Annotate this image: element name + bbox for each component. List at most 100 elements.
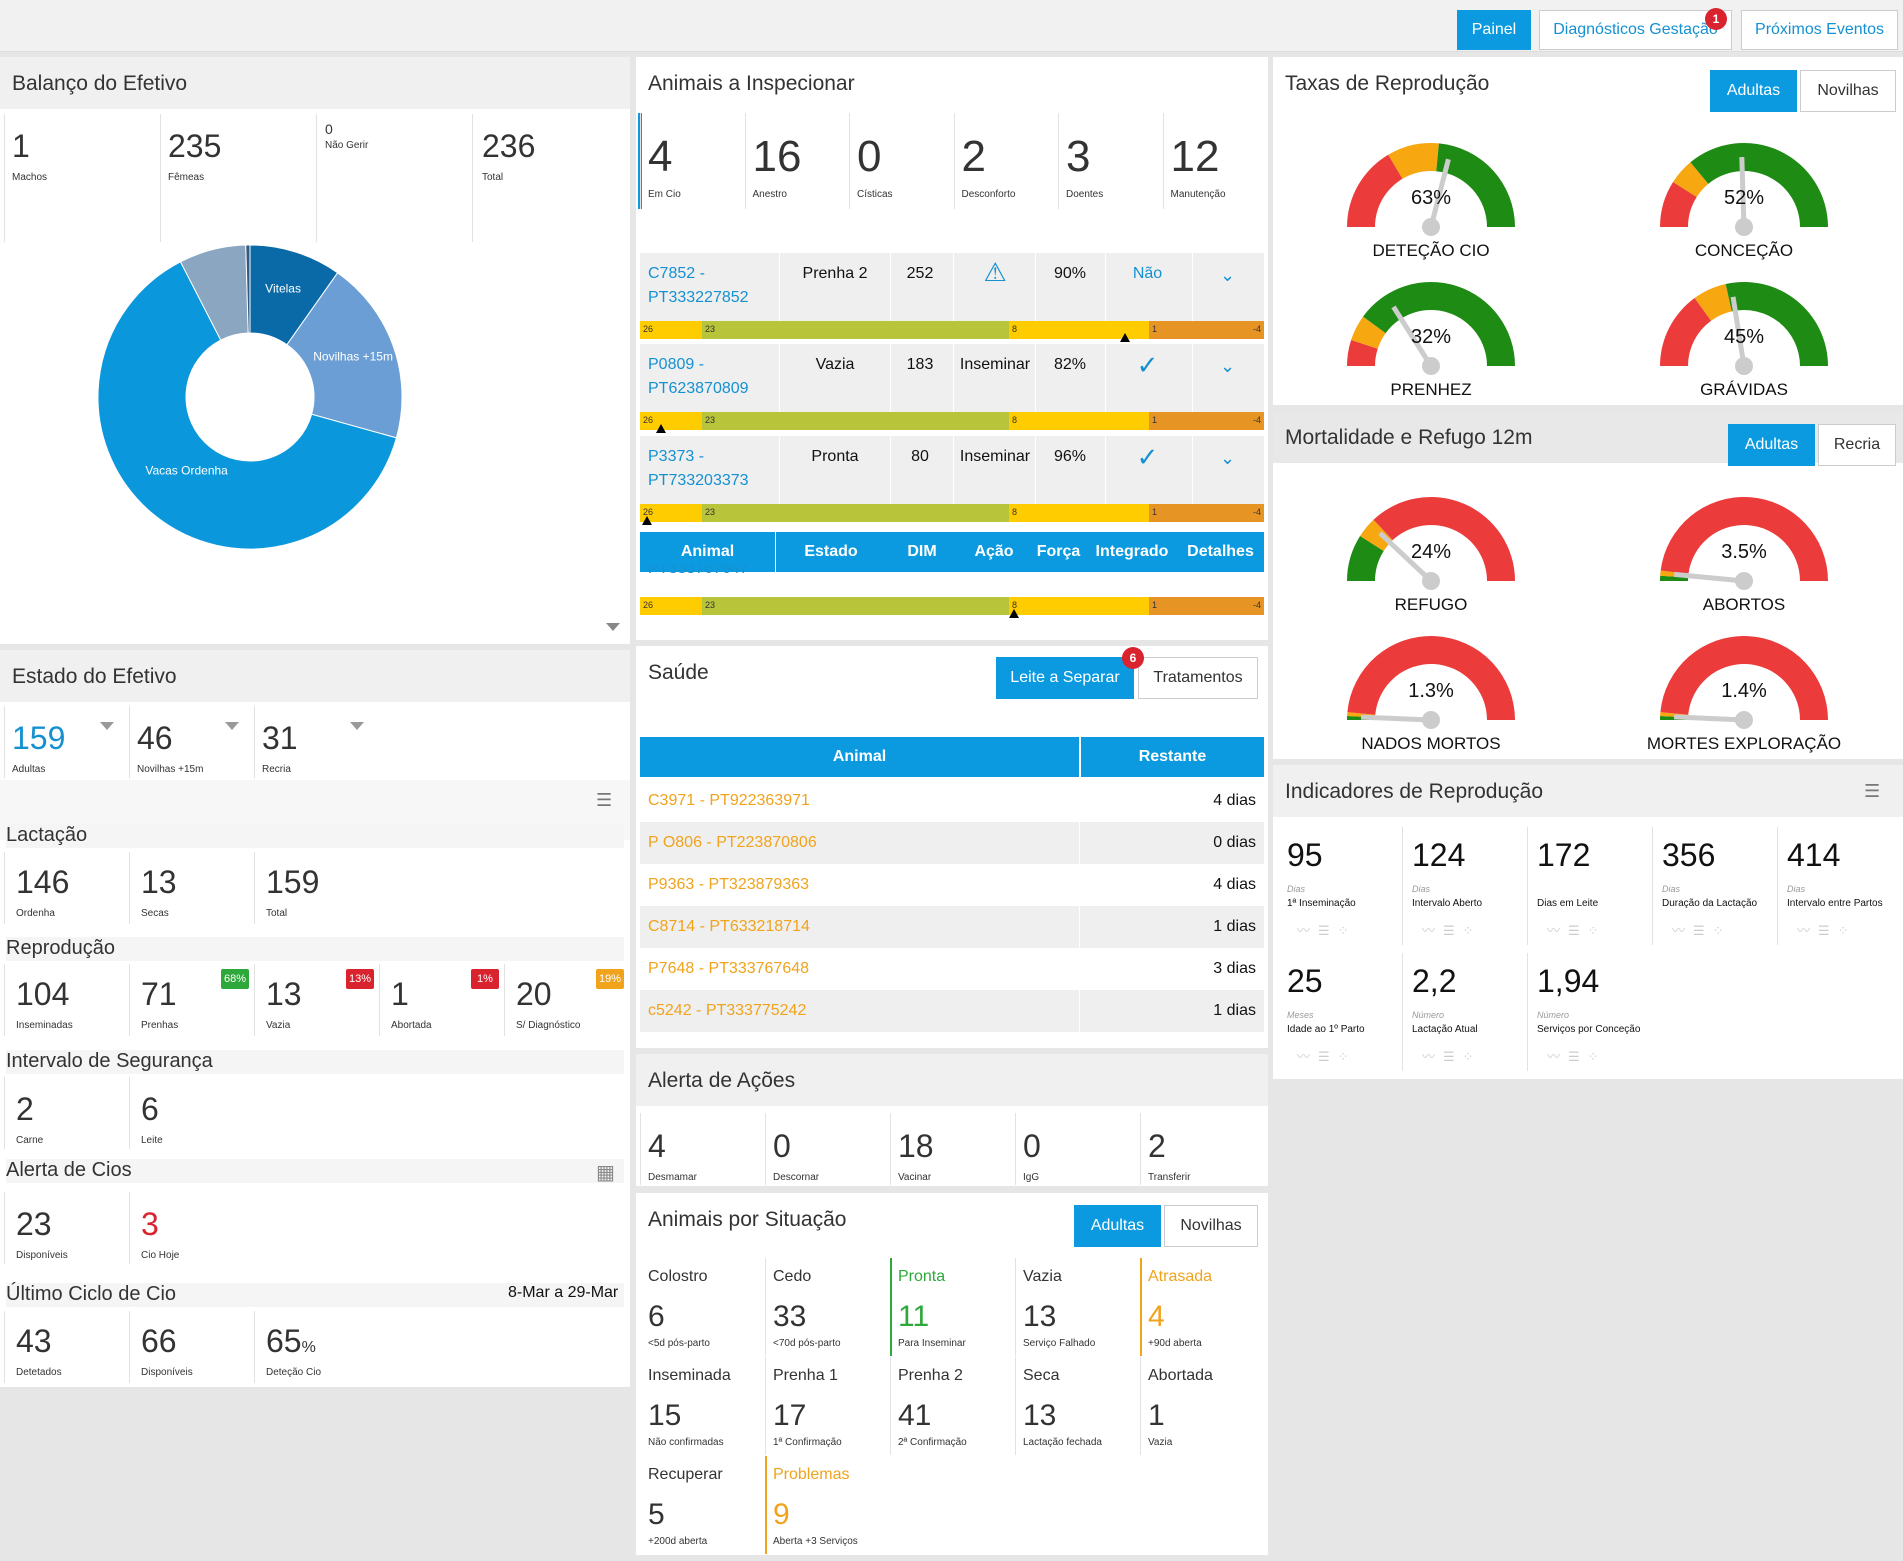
situacao-item[interactable]: Vazia 13 Serviço Falhado — [1015, 1258, 1139, 1356]
tab-proximos-eventos[interactable]: Próximos Eventos — [1741, 10, 1898, 50]
situacao-tab-novilhas[interactable]: Novilhas — [1164, 1205, 1258, 1247]
situacao-item[interactable]: Inseminada 15 Não confirmadas — [648, 1367, 731, 1448]
dropdown-icon[interactable] — [100, 722, 114, 730]
expand-icon[interactable] — [606, 623, 620, 631]
animal-link[interactable]: P7648 - PT333767648 — [648, 960, 810, 977]
animal-link[interactable]: C7852 - PT333227852 — [648, 265, 749, 306]
saude-header-animal[interactable]: Animal — [640, 737, 1079, 777]
inspect-stat-4[interactable]: 3 Doentes — [1066, 132, 1104, 201]
reproducao-stat-2[interactable]: 13 Vazia — [266, 976, 302, 1031]
animal-link[interactable]: P0809 - PT623870809 — [648, 356, 749, 397]
alerta-stat-3[interactable]: 0 IgG — [1023, 1128, 1041, 1183]
indicador-item[interactable]: 1,94 Número Serviços por Conceção 〰☰⁘ — [1527, 948, 1651, 1072]
inspect-stat-1[interactable]: 16 Anestro — [752, 132, 802, 201]
indicador-item[interactable]: 2,2 Número Lactação Atual 〰☰⁘ — [1402, 948, 1526, 1072]
stat-nao-gerir[interactable]: 0 Não Gerir — [325, 121, 369, 151]
intervalo-stat-1[interactable]: 6 Leite — [141, 1091, 163, 1146]
situacao-item[interactable]: Pronta 11 Para Inseminar — [890, 1258, 1014, 1356]
inspect-row[interactable]: C7852 - PT333227852 Prenha 2 252 ⚠ 90% Não ⌄ — [640, 253, 1264, 323]
situacao-item[interactable]: Recuperar 5 +200d aberta — [648, 1466, 723, 1547]
inspect-header-2[interactable]: DIM — [886, 532, 958, 572]
chart-list-share-icons[interactable]: 〰☰⁘ — [1797, 923, 1857, 938]
stat-total[interactable]: 236 Total — [482, 128, 536, 183]
cio-stat-0[interactable]: 23 Disponíveis — [16, 1206, 68, 1261]
estado-top-1[interactable]: 46 Novilhas +15m — [137, 720, 204, 775]
donut-slice-1[interactable] — [286, 272, 403, 439]
dropdown-icon[interactable] — [225, 722, 239, 730]
chart-list-share-icons[interactable]: 〰☰⁘ — [1422, 1049, 1482, 1064]
alerta-stat-2[interactable]: 18 Vacinar — [898, 1128, 934, 1183]
indicador-item[interactable]: 414 Dias Intervalo entre Partos 〰☰⁘ — [1777, 822, 1901, 946]
animal-link[interactable]: P O806 - PT223870806 — [648, 834, 817, 851]
chart-list-share-icons[interactable]: 〰☰⁘ — [1547, 923, 1607, 938]
stat-machos[interactable]: 1 Machos — [12, 128, 48, 183]
indicador-item[interactable]: 95 Dias 1ª Inseminação 〰☰⁘ — [1287, 837, 1357, 938]
inspect-row[interactable]: P3373 - PT733203373 Pronta 80 Inseminar 96% ✓ ⌄ — [640, 436, 1264, 506]
inspect-stat-5[interactable]: 12 Manutenção — [1170, 132, 1226, 201]
inspect-stat-0[interactable]: 4 Em Cio — [648, 132, 681, 201]
lactacao-stat-2[interactable]: 159 Total — [266, 864, 320, 919]
reproducao-stat-3[interactable]: 1 Abortada — [391, 976, 432, 1031]
reproducao-stat-1[interactable]: 71 Prenhas — [141, 976, 179, 1031]
animal-link[interactable]: P3373 - PT733203373 — [648, 448, 749, 489]
indicador-item[interactable]: 172 Dias em Leite 〰☰⁘ — [1527, 822, 1651, 946]
situacao-item[interactable]: Prenha 2 41 2ª Confirmação — [890, 1357, 1014, 1455]
indicador-item[interactable]: 25 Meses Idade ao 1º Parto 〰☰⁘ — [1287, 963, 1365, 1064]
chevron-down-icon[interactable]: ⌄ — [1219, 356, 1236, 376]
donut-slice-2[interactable] — [97, 261, 398, 550]
indicador-item[interactable]: 124 Dias Intervalo Aberto 〰☰⁘ — [1402, 822, 1526, 946]
taxas-tab-adultas[interactable]: Adultas — [1710, 70, 1797, 112]
indicadores-list-icon[interactable]: ☰ — [1864, 781, 1881, 801]
tab-diagnosticos-gestacao[interactable]: Diagnósticos Gestação — [1539, 10, 1732, 50]
chevron-down-icon[interactable]: ⌄ — [1219, 448, 1236, 468]
reproducao-stat-4[interactable]: 20 S/ Diagnóstico — [516, 976, 581, 1031]
situacao-tab-adultas[interactable]: Adultas — [1074, 1205, 1161, 1247]
saude-header-restante[interactable]: Restante — [1081, 737, 1264, 777]
taxas-tab-novilhas[interactable]: Novilhas — [1800, 70, 1896, 112]
alerta-stat-0[interactable]: 4 Desmamar — [648, 1128, 697, 1183]
tab-painel[interactable]: Painel — [1457, 10, 1531, 50]
indicador-item[interactable]: 356 Dias Duração da Lactação 〰☰⁘ — [1652, 822, 1776, 946]
reproducao-stat-0[interactable]: 104 Inseminadas — [16, 976, 73, 1031]
estado-top-2[interactable]: 31 Recria — [262, 720, 298, 775]
saude-row[interactable]: C3971 - PT922363971 4 dias — [640, 780, 1264, 822]
saude-row[interactable]: P7648 - PT333767648 3 dias — [640, 948, 1264, 990]
intervalo-stat-0[interactable]: 2 Carne — [16, 1091, 44, 1146]
inspect-stat-2[interactable]: 0 Císticas — [857, 132, 893, 201]
inspect-row[interactable]: P0809 - PT623870809 Vazia 183 Inseminar 82% ✓ ⌄ — [640, 344, 1264, 414]
saude-tab-tratamentos[interactable]: Tratamentos — [1138, 657, 1258, 699]
animal-link[interactable]: P9363 - PT323879363 — [648, 876, 810, 893]
inspect-header-4[interactable]: Força — [1030, 532, 1087, 572]
lactacao-stat-0[interactable]: 146 Ordenha — [16, 864, 70, 919]
alerta-stat-1[interactable]: 0 Descornar — [773, 1128, 820, 1183]
situacao-item[interactable]: Colostro 6 <5d pós-parto — [648, 1268, 710, 1349]
saude-row[interactable]: P O806 - PT223870806 0 dias — [640, 822, 1264, 864]
situacao-item[interactable]: Atrasada 4 +90d aberta — [1140, 1258, 1264, 1356]
chart-list-share-icons[interactable]: 〰☰⁘ — [1672, 923, 1732, 938]
situacao-item[interactable]: Prenha 1 17 1ª Confirmação — [765, 1357, 889, 1455]
partial-animal-link[interactable]: PT333767647 — [648, 565, 749, 577]
situacao-item[interactable]: Seca 13 Lactação fechada — [1015, 1357, 1139, 1455]
animal-link[interactable]: c5242 - PT333775242 — [648, 1002, 807, 1019]
situacao-item[interactable]: Cedo 33 <70d pós-parto — [765, 1258, 889, 1356]
saude-row[interactable]: c5242 - PT333775242 1 dias — [640, 990, 1264, 1032]
inspect-header-5[interactable]: Integrado — [1087, 532, 1177, 572]
inspect-stat-3[interactable]: 2 Desconforto — [961, 132, 1016, 201]
situacao-item[interactable]: Problemas 9 Aberta +3 Serviços — [765, 1456, 889, 1554]
ciclo-stat-1[interactable]: 66 Disponíveis — [141, 1323, 193, 1378]
chart-list-share-icons[interactable]: 〰☰⁘ — [1297, 1049, 1357, 1064]
chart-list-share-icons[interactable]: 〰☰⁘ — [1422, 923, 1482, 938]
saude-row[interactable]: P9363 - PT323879363 4 dias — [640, 864, 1264, 906]
calendar-icon[interactable]: ▦ — [596, 1162, 615, 1184]
mortal-tab-recria[interactable]: Recria — [1818, 424, 1896, 466]
dropdown-icon[interactable] — [350, 722, 364, 730]
chevron-down-icon[interactable]: ⌄ — [1219, 265, 1236, 285]
ciclo-stat-0[interactable]: 43 Detetados — [16, 1323, 62, 1378]
ciclo-stat-2[interactable]: 65% Deteção Cio — [266, 1323, 322, 1378]
inspect-header-3[interactable]: Ação — [958, 532, 1030, 572]
inspect-header-0[interactable]: Animal — [640, 532, 775, 572]
estado-top-0[interactable]: 159 Adultas — [12, 720, 66, 775]
chart-list-share-icons[interactable]: 〰☰⁘ — [1297, 923, 1357, 938]
chart-list-share-icons[interactable]: 〰☰⁘ — [1547, 1049, 1607, 1064]
mortal-tab-adultas[interactable]: Adultas — [1728, 424, 1815, 466]
